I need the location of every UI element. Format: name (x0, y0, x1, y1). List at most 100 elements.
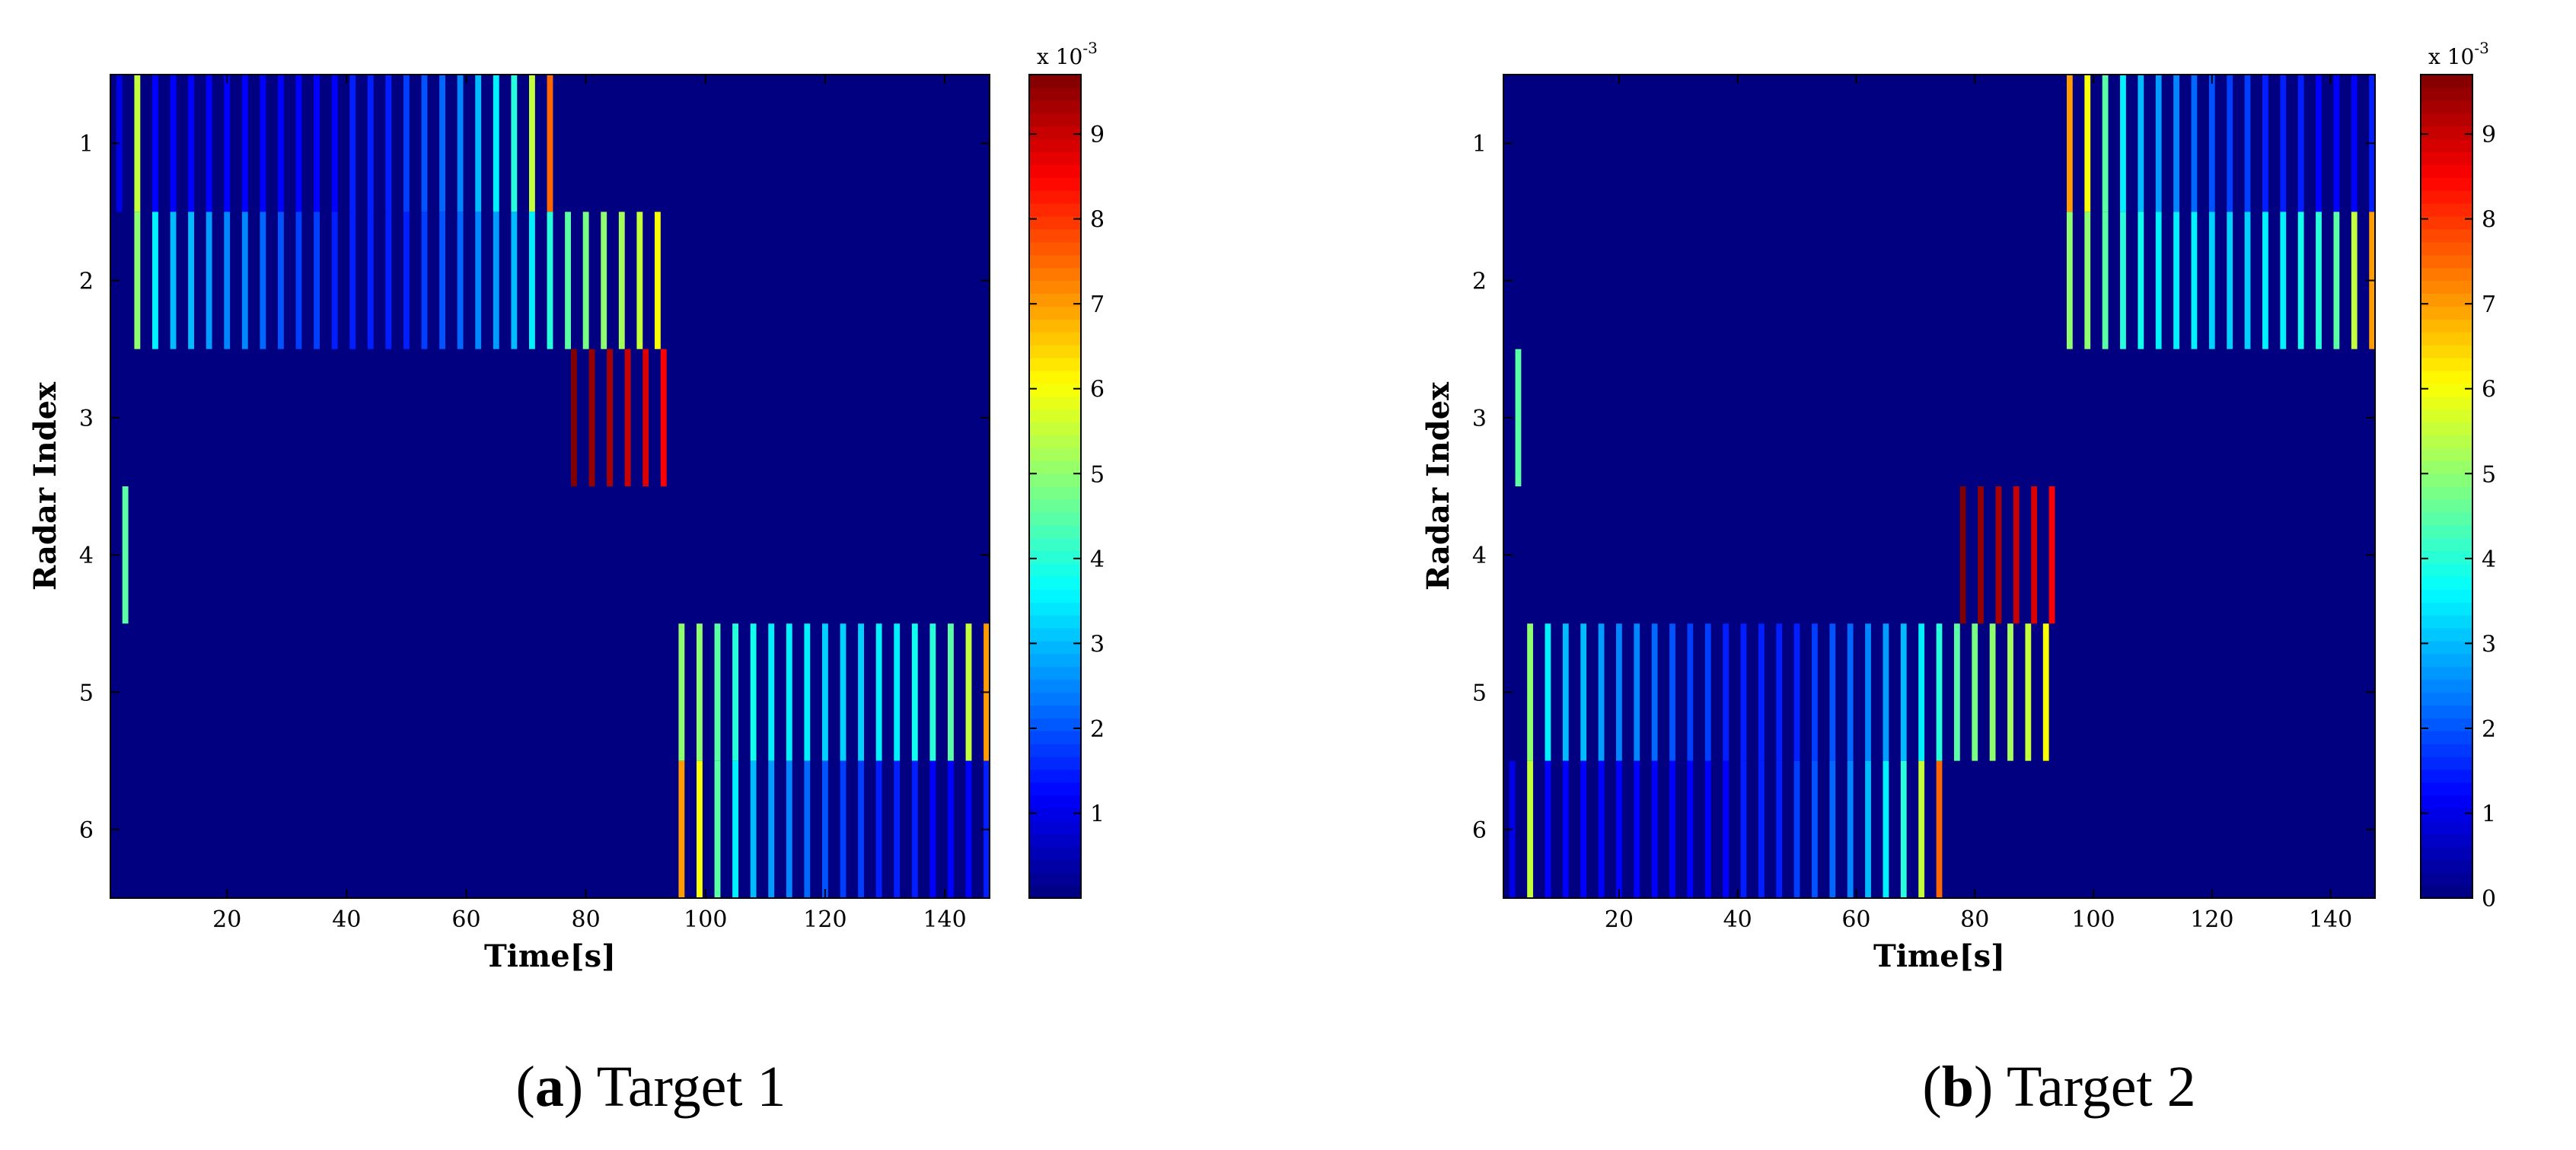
heatmap-cell-radar1-t26 (260, 75, 266, 212)
heatmap-cell-radar6-t105 (732, 760, 738, 898)
colorbar-tick-label: 9 (2482, 122, 2496, 148)
heatmap-cell-radar1-t123 (2227, 75, 2233, 212)
y-tick-label: 4 (79, 543, 94, 569)
heatmap-cell-radar3-t3 (1515, 349, 1522, 486)
x-axis-label: Time[s] (1873, 938, 2005, 974)
x-tick-label: 140 (2309, 906, 2352, 933)
x-tick-label: 60 (451, 906, 480, 933)
colorbar-segment (1029, 576, 1081, 590)
heatmap-cell-radar5-t44 (1758, 623, 1765, 761)
heatmap-cell-radar2-t92 (655, 212, 661, 349)
colorbar-tick-label: 9 (1090, 122, 1105, 148)
colorbar-segment (2421, 833, 2472, 847)
colorbar-segment (1029, 640, 1081, 655)
heatmap-cell-radar2-t23 (241, 212, 248, 349)
heatmap-cell-radar5-t114 (786, 623, 792, 761)
heatmap-cell-radar2-t65 (493, 212, 499, 349)
y-tick-label: 6 (79, 817, 94, 844)
colorbar-segment (1029, 705, 1081, 718)
colorbar-segment (1029, 370, 1081, 384)
heatmap-cell-radar3-t84 (607, 349, 613, 486)
heatmap-cell-radar1-t20 (224, 75, 231, 212)
heatmap-cell-radar2-t105 (2120, 212, 2126, 349)
colorbar-segment (1029, 473, 1081, 487)
heatmap-cell-radar5-t23 (1634, 623, 1640, 761)
heatmap-cell-radar4-t3 (122, 486, 129, 624)
colorbar-segment (1029, 203, 1081, 217)
colorbar-segment (1029, 357, 1081, 371)
heatmap-cell-radar5-t89 (2025, 623, 2032, 761)
colorbar-tick-label: 6 (1090, 377, 1105, 403)
heatmap-cell-radar3-t81 (588, 349, 595, 486)
heatmap-cell-radar2-t120 (2208, 212, 2215, 349)
colorbar-segment (2421, 705, 2472, 718)
heatmap-cell-radar5-t138 (929, 623, 936, 761)
colorbar-segment (2421, 319, 2472, 333)
heatmap-cell-radar2-t99 (2084, 212, 2091, 349)
colorbar-segment (2421, 872, 2472, 886)
colorbar-segment (2421, 151, 2472, 165)
colorbar-segment (2421, 744, 2472, 757)
colorbar-segment (1029, 820, 1081, 835)
colorbar-segment (2421, 164, 2472, 178)
colorbar-segment (1029, 396, 1081, 410)
x-tick-label: 40 (1723, 906, 1752, 933)
heatmap-cell-radar6-t29 (1669, 760, 1675, 898)
caption-a-letter: a (534, 1055, 564, 1119)
heatmap-cell-radar1-t14 (188, 75, 194, 212)
heatmap-cell-radar5-t123 (840, 623, 846, 761)
heatmap-cell-radar6-t26 (1651, 760, 1658, 898)
heatmap-cell-radar2-t83 (601, 212, 607, 349)
heatmap-cell-radar2-t102 (2102, 212, 2109, 349)
heatmap-cell-radar2-t53 (421, 212, 428, 349)
heatmap-cell-radar1-t105 (2120, 75, 2126, 212)
y-tick-label: 6 (1472, 817, 1487, 844)
colorbar-segment (2421, 731, 2472, 744)
colorbar-segment (2421, 757, 2472, 770)
heatmap-cell-radar2-t144 (2351, 212, 2358, 349)
colorbar-tick-label: 2 (1090, 716, 1105, 743)
x-axis-label: Time[s] (484, 938, 616, 974)
heatmap-cell-radar2-t117 (2191, 212, 2198, 349)
colorbar-segment (1029, 254, 1081, 269)
heatmap-cell-radar4-t84 (1995, 486, 2002, 624)
heatmap-cell-radar2-t50 (403, 212, 410, 349)
heatmap-cell-radar6-t17 (1598, 760, 1605, 898)
heatmap-cell-radar6-t138 (929, 760, 936, 898)
heatmap-cell-radar5-t11 (1562, 623, 1569, 761)
colorbar-tick-label: 2 (2482, 716, 2496, 743)
heatmap-cell-radar6-t5 (1527, 760, 1533, 898)
colorbar-segment (1029, 679, 1081, 693)
colorbar-exponent-label: x 10-3 (2428, 39, 2489, 69)
heatmap-cell-radar5-t86 (2007, 623, 2013, 761)
heatmap-cell-radar1-t138 (2316, 75, 2322, 212)
colorbar-segment (2421, 100, 2472, 114)
colorbar-segment (1029, 692, 1081, 706)
colorbar-tick-label: 5 (2482, 461, 2496, 488)
colorbar-tick-label: 1 (2482, 801, 2496, 827)
heatmap-cell-radar1-t141 (2333, 75, 2340, 212)
heatmap-cell-radar5-t56 (1829, 623, 1836, 761)
colorbar-segment (1029, 448, 1081, 461)
colorbar-segment (1029, 460, 1081, 474)
heatmap-cell-radar6-t96 (678, 760, 685, 898)
colorbar-segment (1029, 293, 1081, 307)
heatmap-cell-radar6-t47 (1776, 760, 1783, 898)
heatmap-cell-radar5-t47 (1776, 623, 1783, 761)
heatmap-cell-radar1-t108 (2138, 75, 2144, 212)
x-tick-label: 80 (1960, 906, 1989, 933)
heatmap-cell-radar1-t50 (403, 75, 410, 212)
heatmap-cell-radar6-t59 (1847, 760, 1854, 898)
heatmap-cell-radar5-t108 (750, 623, 757, 761)
colorbar-segment (2421, 640, 2472, 655)
colorbar-segment (1029, 87, 1081, 101)
heatmap-cell-radar6-t144 (965, 760, 972, 898)
colorbar-segment (1029, 409, 1081, 423)
heatmap-cell-radar2-t59 (457, 212, 464, 349)
axes-frame (110, 74, 990, 899)
heatmap-cell-radar5-t77 (1953, 623, 1960, 761)
caption-b: (b) Target 2 (1922, 1055, 2196, 1119)
colorbar-segment (2421, 769, 2472, 783)
heatmap-cell-radar2-t47 (385, 212, 392, 349)
heatmap-cell-radar2-t126 (2244, 212, 2251, 349)
